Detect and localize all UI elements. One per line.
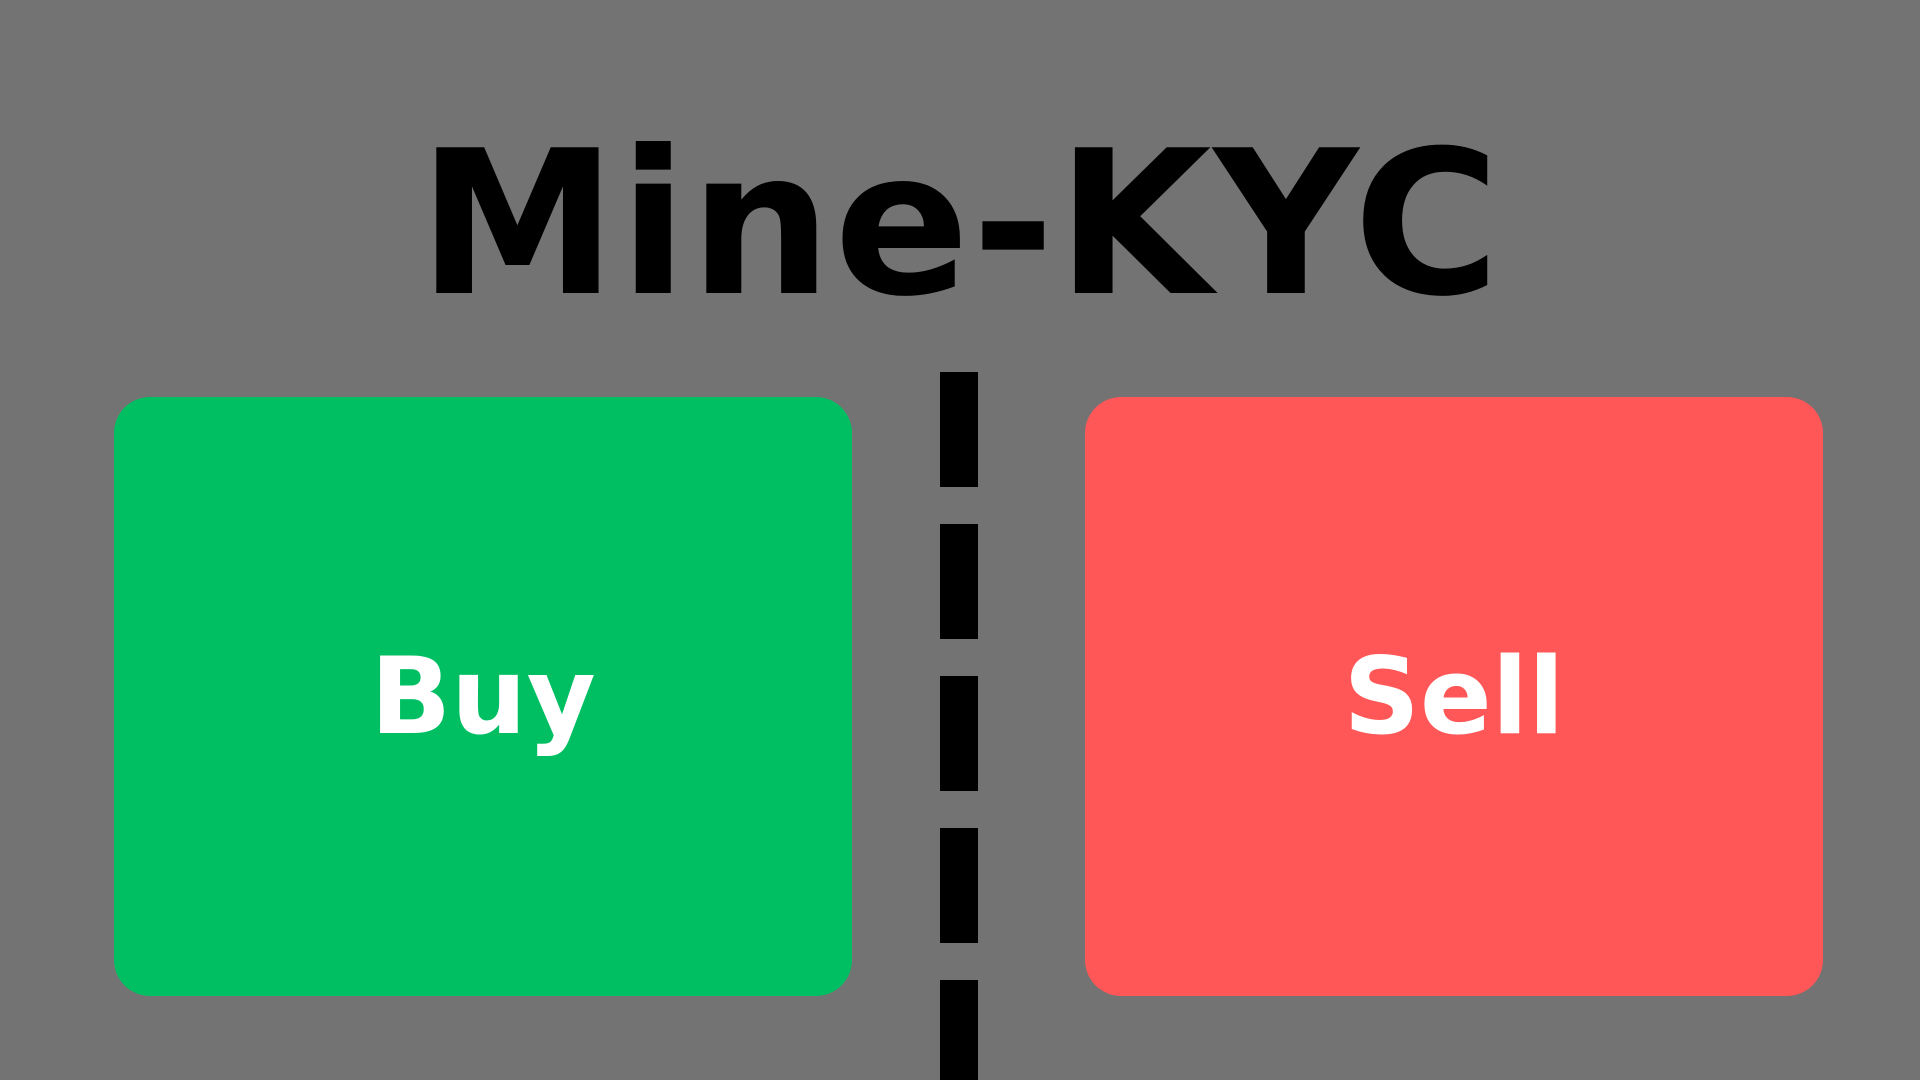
divider-dash — [940, 676, 978, 791]
divider-dash — [940, 980, 978, 1080]
sell-button-label: Sell — [1343, 634, 1565, 758]
buy-button[interactable]: Buy — [114, 397, 852, 996]
divider-dash — [940, 524, 978, 639]
divider-dash — [940, 828, 978, 943]
divider-dash — [940, 372, 978, 487]
buy-button-label: Buy — [370, 634, 596, 758]
page-title: Mine-KYC — [417, 108, 1503, 341]
sell-button[interactable]: Sell — [1085, 397, 1823, 996]
dashed-divider — [940, 370, 978, 1080]
